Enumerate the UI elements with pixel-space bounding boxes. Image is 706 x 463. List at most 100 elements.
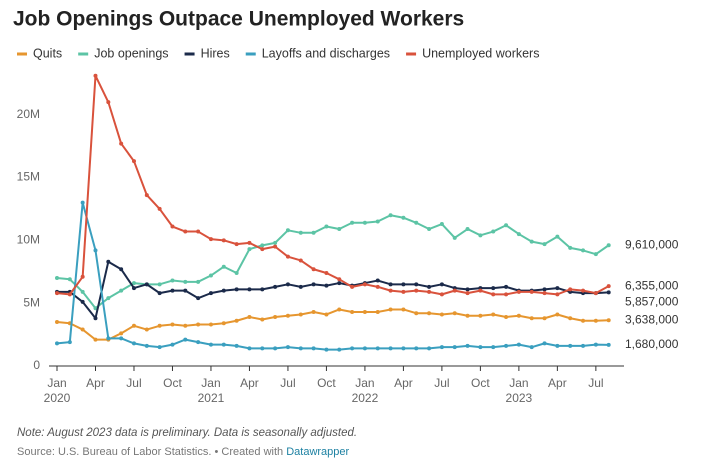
x-tick-label: Jul	[280, 376, 295, 390]
data-point	[93, 337, 98, 342]
data-point	[568, 245, 573, 250]
data-point	[452, 345, 457, 350]
data-point	[183, 229, 188, 234]
data-point	[504, 343, 509, 348]
data-point	[491, 345, 496, 350]
data-point	[285, 313, 290, 318]
data-point	[401, 289, 406, 294]
end-label: 3,638,000	[625, 312, 679, 326]
credit-link[interactable]: Datawrapper	[286, 446, 349, 458]
data-point	[606, 243, 611, 248]
data-point	[260, 243, 265, 248]
data-point	[93, 306, 98, 311]
data-point	[337, 347, 342, 352]
data-point	[324, 271, 329, 276]
data-point	[157, 345, 162, 350]
data-point	[388, 346, 393, 351]
data-point	[183, 337, 188, 342]
data-point	[414, 311, 419, 316]
legend-label: Quits	[33, 46, 62, 60]
data-point	[93, 248, 98, 253]
data-point	[196, 296, 201, 301]
data-point	[80, 200, 85, 205]
x-tick-label: Apr	[240, 376, 259, 390]
data-point	[516, 342, 521, 347]
data-point	[221, 342, 226, 347]
data-point	[285, 228, 290, 233]
data-point	[375, 284, 380, 289]
series-line	[56, 74, 610, 296]
data-point	[119, 331, 124, 336]
data-point	[401, 307, 406, 312]
data-point	[221, 238, 226, 243]
data-point	[234, 271, 239, 276]
data-point	[414, 282, 419, 287]
data-point	[311, 230, 316, 235]
data-point	[221, 321, 226, 326]
data-point	[106, 296, 111, 301]
data-point	[324, 224, 329, 229]
data-point	[401, 346, 406, 351]
data-point	[504, 314, 509, 319]
data-point	[606, 318, 611, 323]
data-point	[324, 312, 329, 317]
data-point	[593, 291, 598, 296]
x-tick-label: Oct	[471, 376, 490, 390]
data-point	[465, 343, 470, 348]
data-point	[337, 307, 342, 312]
data-point	[375, 309, 380, 314]
data-point	[568, 343, 573, 348]
data-point	[208, 291, 213, 296]
x-tick-label: Apr	[86, 376, 105, 390]
data-point	[427, 284, 432, 289]
data-point	[439, 222, 444, 227]
data-point	[465, 313, 470, 318]
legend-label: Hires	[201, 46, 230, 60]
data-point	[157, 323, 162, 328]
data-point	[465, 287, 470, 292]
data-point	[260, 247, 265, 252]
data-point	[529, 316, 534, 321]
data-point	[55, 320, 59, 325]
data-point	[388, 288, 393, 293]
data-point	[504, 223, 509, 228]
data-point	[285, 254, 290, 259]
data-point	[298, 230, 303, 235]
data-point	[298, 258, 303, 263]
data-point	[388, 213, 393, 218]
data-point	[80, 299, 85, 304]
data-point	[491, 292, 496, 297]
data-point	[350, 284, 355, 289]
data-point	[362, 220, 367, 225]
data-point	[311, 309, 316, 314]
data-point	[337, 227, 342, 232]
note: Note: August 2023 data is preliminary. D…	[17, 427, 357, 439]
data-point	[247, 346, 252, 351]
data-point	[234, 343, 239, 348]
data-point	[581, 288, 586, 293]
data-point	[208, 237, 213, 242]
data-point	[439, 292, 444, 297]
data-point	[80, 274, 85, 279]
data-point	[555, 286, 560, 291]
data-point	[170, 224, 175, 229]
data-point	[427, 311, 432, 316]
chart-title: Job Openings Outpace Unemployed Workers	[13, 8, 464, 31]
data-point	[273, 240, 278, 245]
data-point	[439, 312, 444, 317]
data-point	[234, 318, 239, 323]
x-tick-label: Oct	[163, 376, 182, 390]
data-point	[119, 267, 124, 272]
data-point	[414, 288, 419, 293]
data-point	[593, 252, 598, 257]
data-point	[67, 292, 72, 297]
data-point	[55, 291, 59, 296]
data-point	[221, 288, 226, 293]
data-point	[427, 346, 432, 351]
data-point	[465, 291, 470, 296]
data-point	[581, 248, 586, 253]
data-point	[131, 323, 136, 328]
data-point	[324, 283, 329, 288]
data-point	[144, 343, 149, 348]
data-point	[516, 289, 521, 294]
